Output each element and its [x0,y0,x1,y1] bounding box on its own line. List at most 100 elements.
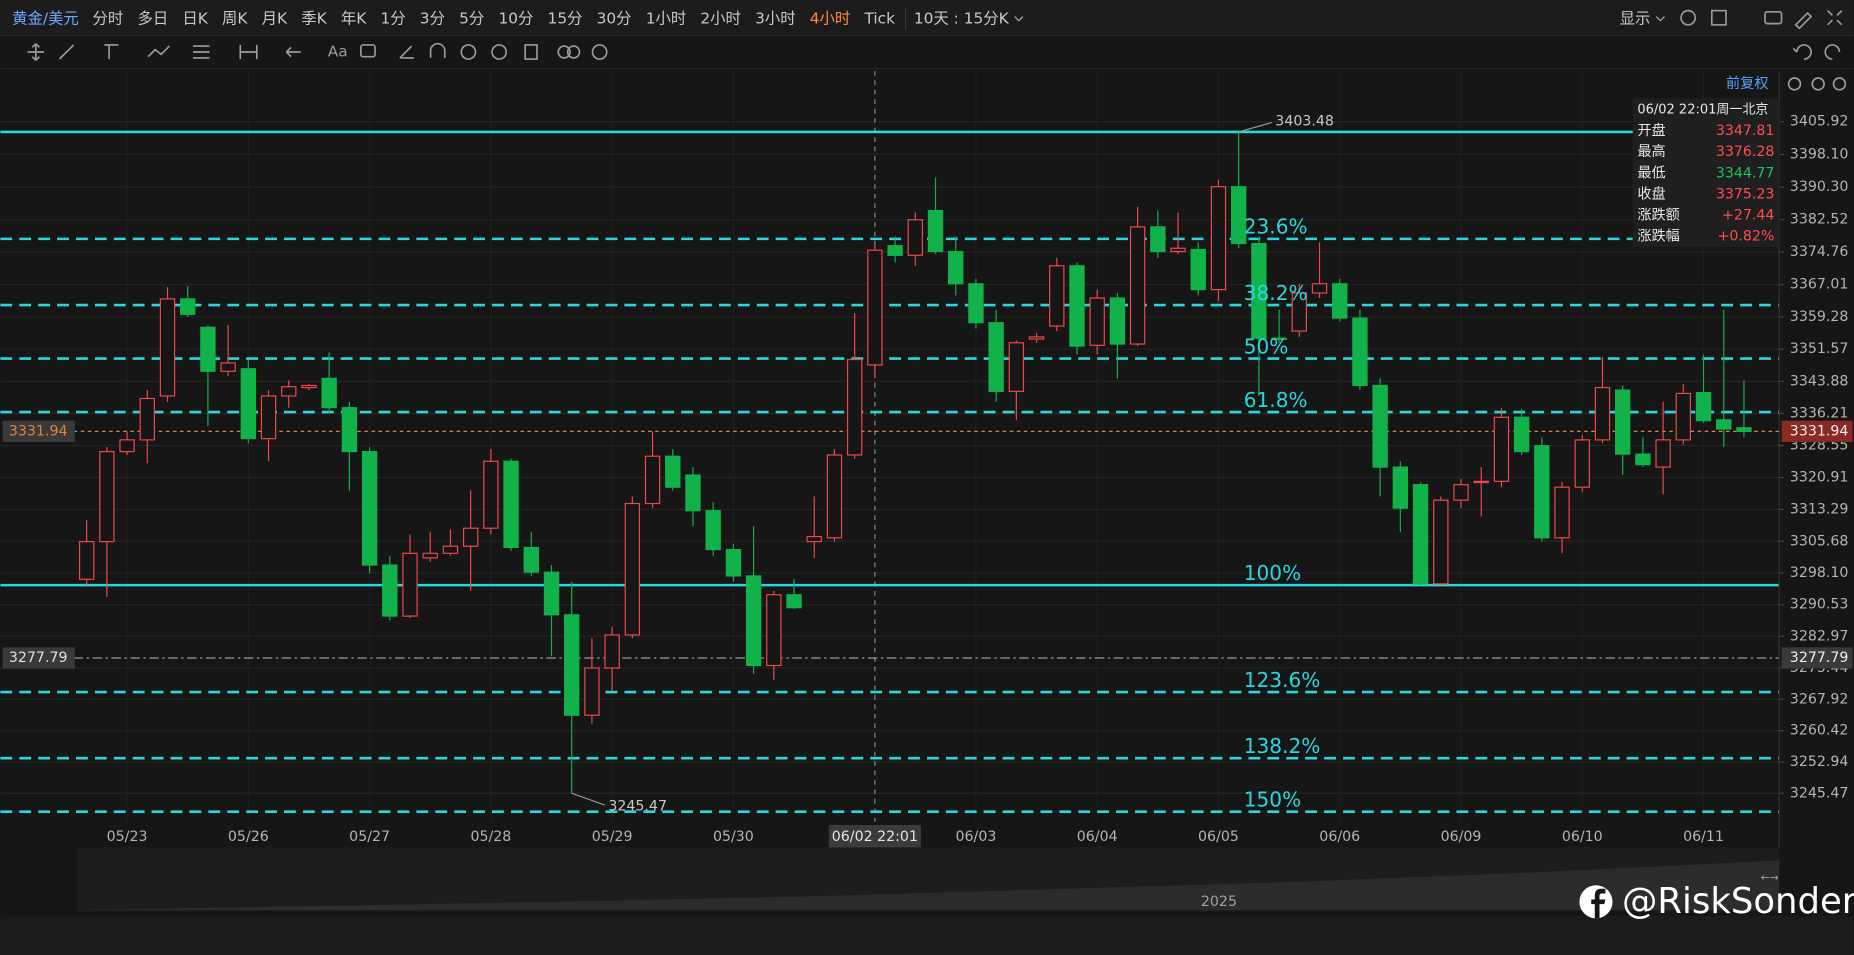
range-selector[interactable]: 10天 : 15分K [914,9,1010,27]
indicator-bar [0,915,1854,955]
comment-tool[interactable] [360,44,376,58]
info-value: 3347.81 [1716,123,1775,139]
candle-body [1332,283,1348,319]
candle-body [1534,445,1550,539]
settings-tool[interactable] [591,44,608,60]
x-tick-label: 06/05 [1198,829,1239,845]
line-tool[interactable] [58,44,75,60]
period-tab[interactable]: 年K [341,9,367,27]
y-tick-label: 3390.30 [1790,179,1849,195]
period-tab[interactable]: 3小时 [755,9,796,27]
candle-body [665,455,681,488]
settings-button[interactable] [1680,9,1697,26]
candle-body [988,322,1004,392]
brush-tool[interactable] [399,45,415,59]
period-tab[interactable]: 1分 [380,9,405,27]
move-tool[interactable] [27,43,45,61]
channel-tool[interactable] [104,44,119,60]
extreme-leader [571,792,606,806]
fib-label: 138.2% [1244,734,1321,758]
reset-button[interactable] [1787,77,1802,91]
period-tab[interactable]: 15分 [548,9,583,27]
period-tab[interactable]: 10分 [498,9,533,27]
candle-body [1129,226,1146,345]
measure-tool[interactable] [239,44,258,60]
window-controls[interactable] [1680,9,1847,91]
zoom-in-button[interactable] [1811,77,1825,91]
info-label: 收盘 [1637,185,1665,202]
y-tick-label: 3320.91 [1790,470,1849,486]
drawing-tools[interactable]: Aa [27,42,1841,61]
draw-button[interactable] [1794,11,1813,30]
wave-tool[interactable] [147,45,170,58]
adjust-mode[interactable]: 前复权 [1726,75,1769,92]
candle-body [139,397,155,441]
candle-body [240,368,257,440]
period-tab[interactable]: 周K [222,9,248,27]
x-tick-label: 05/29 [592,829,633,845]
price-label-box [1781,420,1853,442]
period-tab[interactable]: 2小时 [700,9,741,27]
candle-body [422,552,438,559]
candle-body [341,407,358,453]
text-tool[interactable]: Aa [328,43,348,61]
period-tab[interactable]: 多日 [137,9,168,27]
zoom-out-button[interactable] [1832,77,1847,91]
arrow-tool[interactable] [285,46,301,58]
candle-body [887,245,903,256]
period-tab[interactable]: Tick [863,9,895,27]
period-tab[interactable]: 5分 [459,9,484,27]
period-tab[interactable]: 分时 [93,9,124,27]
period-tab[interactable]: 1小时 [646,9,687,27]
display-menu[interactable]: 显示 [1620,9,1651,27]
y-tick-label: 3382.52 [1790,212,1849,228]
candle-body [523,546,539,573]
candle-body [564,614,580,716]
candle-body [200,326,216,372]
info-value: +27.44 [1722,207,1774,223]
info-label: 最高 [1637,143,1665,160]
fib-label: 61.8% [1244,388,1308,412]
undo-button[interactable] [1792,44,1812,60]
candle-body [1230,186,1247,245]
fib-tool[interactable] [193,45,210,59]
y-tick-label: 3267.92 [1790,691,1849,707]
symbol-selector[interactable]: 黄金/美元 [12,9,79,27]
y-tick-label: 3313.29 [1790,501,1849,517]
watermark: @RiskSonder [1579,881,1854,922]
magnet-tool[interactable] [429,42,446,58]
y-tick-label: 3343.88 [1790,373,1849,389]
candle-body [725,548,742,577]
fib-label: 50% [1244,334,1289,358]
candle-body [301,384,317,389]
candle-body [220,362,236,372]
delete-tool[interactable] [524,44,538,60]
hide-tool[interactable] [491,44,508,60]
period-tab[interactable]: 日K [182,9,208,27]
info-label: 开盘 [1637,122,1665,139]
price-label-box [2,420,75,442]
period-tab[interactable]: 月K [262,9,288,27]
redo-button[interactable] [1824,44,1841,60]
compare-tool[interactable] [557,45,571,59]
candle-body [1089,297,1105,346]
y-tick-label: 3359.28 [1790,309,1849,325]
compare-tool[interactable] [566,45,581,59]
period-tab[interactable]: 季K [301,9,327,27]
navigator-handle[interactable]: ←→ [1761,871,1779,884]
candle-body [1615,389,1631,455]
candle-body [907,219,923,256]
candle-body [462,527,479,547]
period-tab[interactable]: 4小时 [810,9,851,27]
snapshot-button[interactable] [1764,10,1783,25]
layout-button[interactable] [1710,9,1727,26]
candle-body [483,460,499,529]
candle-body [1594,386,1611,441]
fullscreen-button[interactable] [1827,10,1843,26]
info-value: 3376.28 [1716,144,1775,160]
period-tab[interactable]: 30分 [597,9,632,27]
lock-tool[interactable] [460,44,477,60]
candle-body [1271,337,1287,340]
candle-body [766,594,782,667]
period-tab[interactable]: 3分 [420,9,445,27]
